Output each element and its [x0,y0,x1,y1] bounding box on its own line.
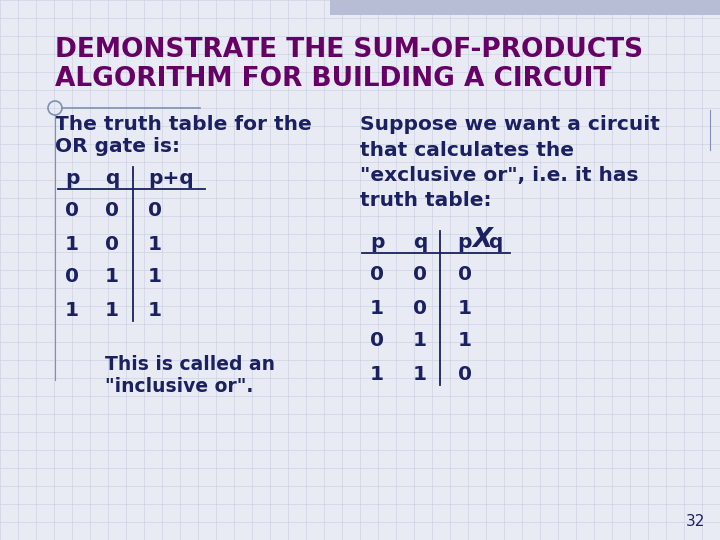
Text: 1: 1 [370,299,384,318]
Text: 1: 1 [458,332,472,350]
Text: 1: 1 [65,300,79,320]
Text: 1: 1 [105,300,119,320]
Text: 1: 1 [105,267,119,287]
Text: that calculates the: that calculates the [360,140,574,159]
Text: 0: 0 [65,267,79,287]
Text: p: p [370,233,384,252]
Text: Suppose we want a circuit: Suppose we want a circuit [360,116,660,134]
Text: p: p [65,168,79,187]
Text: q: q [105,168,120,187]
Text: q: q [413,233,428,252]
Text: 0: 0 [458,266,472,285]
Text: 1: 1 [148,300,162,320]
Text: "exclusive or", i.e. it has: "exclusive or", i.e. it has [360,165,639,185]
Text: 0: 0 [370,332,384,350]
Text: 0: 0 [413,299,427,318]
Text: 1: 1 [370,364,384,383]
Text: 0: 0 [65,201,79,220]
Text: OR gate is:: OR gate is: [55,138,180,157]
Text: "inclusive or".: "inclusive or". [105,377,253,396]
Text: p: p [458,233,480,252]
Text: ALGORITHM FOR BUILDING A CIRCUIT: ALGORITHM FOR BUILDING A CIRCUIT [55,66,611,92]
Text: The truth table for the: The truth table for the [55,116,312,134]
Text: 0: 0 [148,201,162,220]
Text: 1: 1 [413,364,427,383]
Text: 32: 32 [685,515,705,530]
Text: 1: 1 [148,267,162,287]
Text: 1: 1 [458,299,472,318]
Text: p+q: p+q [148,168,194,187]
Text: truth table:: truth table: [360,191,492,210]
Text: DEMONSTRATE THE SUM-OF-PRODUCTS: DEMONSTRATE THE SUM-OF-PRODUCTS [55,37,643,63]
Text: 0: 0 [370,266,384,285]
Text: 0: 0 [458,364,472,383]
Bar [330,0,720,15]
Text: This is called an: This is called an [105,355,275,375]
Text: q: q [488,233,503,252]
Text: 0: 0 [105,201,119,220]
Text: 1: 1 [65,234,79,253]
Text: 0: 0 [105,234,119,253]
Text: 0: 0 [413,266,427,285]
Text: 1: 1 [413,332,427,350]
Text: X: X [472,227,492,253]
Text: 1: 1 [148,234,162,253]
